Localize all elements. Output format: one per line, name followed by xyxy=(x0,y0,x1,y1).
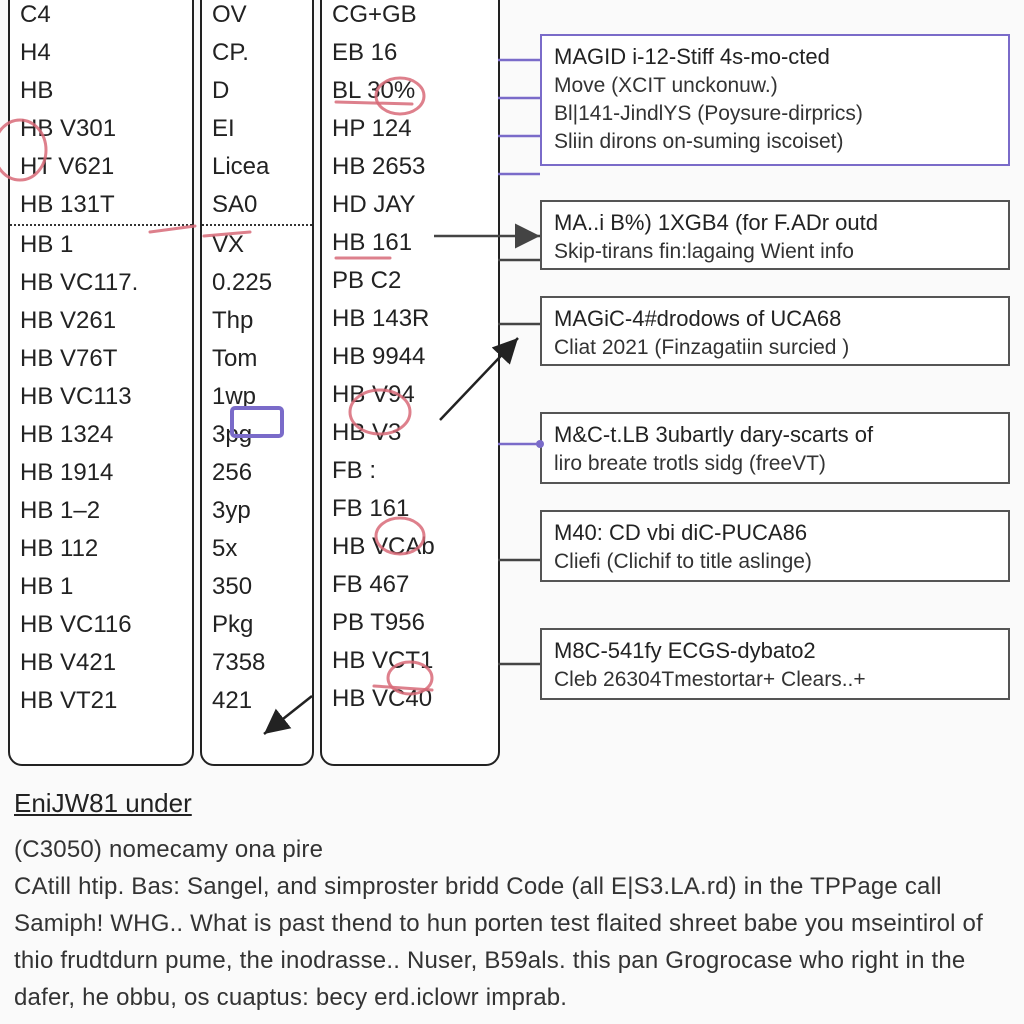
table-row: FB 467 xyxy=(322,566,498,604)
annotation-line: MA..i B%) 1XGB4 (for F.ADr outd xyxy=(554,208,996,238)
column-1: C4H4HBHB V301HT V621HB 131THB 1HB VC117.… xyxy=(8,0,194,766)
annotation-line: MAGID i-12-Stiff 4s-mo-cted xyxy=(554,42,996,72)
table-row: 350 xyxy=(202,568,312,606)
table-row: HB VT21 xyxy=(10,682,192,720)
table-row: HB 1 xyxy=(10,226,192,264)
annotation-box: MA..i B%) 1XGB4 (for F.ADr outdSkip-tira… xyxy=(540,200,1010,270)
table-row: FB : xyxy=(322,452,498,490)
section-heading: EniJW81 under xyxy=(14,788,1010,819)
table-row: HB 1914 xyxy=(10,454,192,492)
table-row: 5x xyxy=(202,530,312,568)
table-row: CP. xyxy=(202,34,312,72)
table-row: OV xyxy=(202,0,312,34)
table-row: HB VC117. xyxy=(10,264,192,302)
table-row: HB 143R xyxy=(322,300,498,338)
annotation-box: M&C-t.LB 3ubartly dary-scarts ofliro bre… xyxy=(540,412,1010,484)
table-row: HB V3 xyxy=(322,414,498,452)
table-row: HB 2653 xyxy=(322,148,498,186)
table-row: Tom xyxy=(202,340,312,378)
table-row: H4 xyxy=(10,34,192,72)
table-row: 421 xyxy=(202,682,312,720)
annotation-line: M40: CD vbi diC-PUCA86 xyxy=(554,518,996,548)
column-2: OVCP.DEILiceaSA0VX0.225ThpTom1wp3pg2563y… xyxy=(200,0,314,766)
annotation-line: M&C-t.LB 3ubartly dary-scarts of xyxy=(554,420,996,450)
table-row: HB V76T xyxy=(10,340,192,378)
annotation-line: Bl|141-JindlYS (Poysure-dirprics) xyxy=(554,100,996,128)
table-row: Licea xyxy=(202,148,312,186)
annotation-line: Cliat 2021 (Finzagatiin surcied ) xyxy=(554,334,996,362)
table-row: EB 16 xyxy=(322,34,498,72)
table-row: HB 112 xyxy=(10,530,192,568)
annotation-line: Skip-tirans fin:lagaing Wient info xyxy=(554,238,996,266)
table-row: 0.225 xyxy=(202,264,312,302)
table-row: HB 1324 xyxy=(10,416,192,454)
table-row: HD JAY xyxy=(322,186,498,224)
table-row: 256 xyxy=(202,454,312,492)
table-row: HB VCT1 xyxy=(322,642,498,680)
annotation-line: M8C-541fy ECGS-dybato2 xyxy=(554,636,996,666)
table-row: PB T956 xyxy=(322,604,498,642)
table-row: HB VC40 xyxy=(322,680,498,718)
table-row: CG+GB xyxy=(322,0,498,34)
table-row: HB V301 xyxy=(10,110,192,148)
table-row: 7358 xyxy=(202,644,312,682)
annotation-line: Sliin dirons on-suming iscoiset) xyxy=(554,128,996,156)
table-row: HP 124 xyxy=(322,110,498,148)
table-row: HB V94 xyxy=(322,376,498,414)
table-row: HB 9944 xyxy=(322,338,498,376)
table-row: 3pg xyxy=(202,416,312,454)
table-row: HB V261 xyxy=(10,302,192,340)
table-row: HB 1 xyxy=(10,568,192,606)
body-text: EniJW81 under (C3050) nomecamy ona pireC… xyxy=(14,788,1010,1024)
table-row: FB 161 xyxy=(322,490,498,528)
table-row: HB xyxy=(10,72,192,110)
annotation-box: MAGID i-12-Stiff 4s-mo-ctedMove (XCIT un… xyxy=(540,34,1010,166)
table-row: HB 1–2 xyxy=(10,492,192,530)
annotation-line: MAGiC-4#drodows of UCA68 xyxy=(554,304,996,334)
table-row: HB 161 xyxy=(322,224,498,262)
annotation-line: Cliefi (Clichif to title aslinge) xyxy=(554,548,996,576)
annotation-line: Cleb 26304Tmestortar+ Clears..+ xyxy=(554,666,996,694)
table-row: HB VC116 xyxy=(10,606,192,644)
body-paragraph: (C3050) nomecamy ona pireCAtill htip. Ba… xyxy=(14,831,1010,1016)
column-3: CG+GBEB 16BL 30%HP 124HB 2653HD JAYHB 16… xyxy=(320,0,500,766)
table-row: Pkg xyxy=(202,606,312,644)
table-row: Thp xyxy=(202,302,312,340)
table-row: HB 131T xyxy=(10,186,192,224)
annotation-box: M40: CD vbi diC-PUCA86Cliefi (Clichif to… xyxy=(540,510,1010,582)
table-row: EI xyxy=(202,110,312,148)
table-row: VX xyxy=(202,226,312,264)
annotation-box: MAGiC-4#drodows of UCA68Cliat 2021 (Finz… xyxy=(540,296,1010,366)
table-row: SA0 xyxy=(202,186,312,224)
table-row: 3yp xyxy=(202,492,312,530)
page: C4H4HBHB V301HT V621HB 131THB 1HB VC117.… xyxy=(0,0,1024,1024)
table-row: 1wp xyxy=(202,378,312,416)
table-row: C4 xyxy=(10,0,192,34)
annotation-line: liro breate trotls sidg (freeVT) xyxy=(554,450,996,478)
table-row: HB V421 xyxy=(10,644,192,682)
table-row: BL 30% xyxy=(322,72,498,110)
table-row: HT V621 xyxy=(10,148,192,186)
annotation-line: Move (XCIT unckonuw.) xyxy=(554,72,996,100)
annotation-box: M8C-541fy ECGS-dybato2Cleb 26304Tmestort… xyxy=(540,628,1010,700)
table-row: HB VC113 xyxy=(10,378,192,416)
table-row: HB VCAb xyxy=(322,528,498,566)
table-row: D xyxy=(202,72,312,110)
table-row: PB C2 xyxy=(322,262,498,300)
